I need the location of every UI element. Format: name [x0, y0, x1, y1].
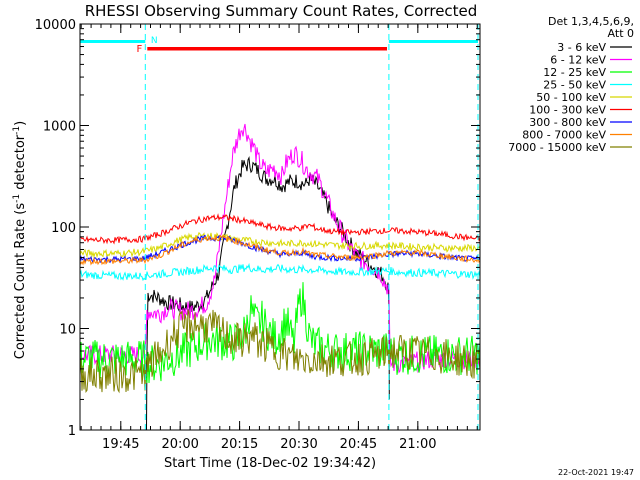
- y-tick-label: 1: [68, 424, 76, 439]
- x-tick-label: 20:00: [161, 437, 198, 452]
- x-axis-label: Start Time (18-Dec-02 19:34:42): [164, 456, 376, 471]
- axes-layer: 1 10 100 1000 10000 19:45 20:00 20:15 20:30 20:45…: [35, 18, 481, 452]
- legend-label: 12 - 25 keV: [543, 66, 606, 79]
- flare-flag-label: F: [137, 44, 143, 55]
- x-tick-label: 21:00: [399, 437, 436, 452]
- legend-label: 100 - 300 keV: [529, 104, 606, 117]
- legend-label: 300 - 800 keV: [529, 116, 606, 129]
- legend-label: 6 - 12 keV: [550, 54, 606, 67]
- series-line-8: [79, 234, 481, 266]
- series-line-2: [79, 123, 481, 374]
- legend-label: 800 - 7000 keV: [522, 129, 606, 142]
- series-line-5: [79, 231, 481, 259]
- x-tick-label: 20:45: [340, 437, 377, 452]
- series-line-3: [79, 282, 481, 384]
- legend-label: 25 - 50 keV: [543, 79, 606, 92]
- y-tick-label: 100: [51, 221, 76, 236]
- flare-flag-bar: [153, 47, 387, 51]
- series-line-4: [79, 262, 481, 282]
- series-line-6: [79, 213, 481, 245]
- y-tick-label: 10: [59, 323, 76, 338]
- x-tick-label: 20:15: [221, 437, 258, 452]
- timestamp: 22-Oct-2021 19:47: [558, 468, 634, 477]
- series-layer: [79, 123, 481, 431]
- y-tick-label: 1000: [43, 120, 76, 135]
- legend-header-detectors: Det 1,3,4,5,6,9,: [548, 15, 634, 28]
- legend-label: 50 - 100 keV: [536, 91, 606, 104]
- x-tick-label: 20:30: [280, 437, 317, 452]
- night-flag-label: N: [151, 36, 158, 46]
- legend-header-attenuator: Att 0: [608, 27, 634, 40]
- series-line-9: [79, 309, 481, 394]
- attenuator-bar-2: [388, 40, 478, 43]
- y-tick-label: 10000: [35, 18, 76, 33]
- flare-flag-start: [147, 47, 156, 51]
- chart-title: RHESSI Observing Summary Count Rates, Co…: [85, 2, 478, 20]
- y-axis-label: Corrected Count Rate (s-1 detector-1): [12, 121, 28, 359]
- attenuator-bar-1: [80, 40, 146, 43]
- legend-label: 3 - 6 keV: [557, 41, 606, 54]
- x-tick-label: 19:45: [102, 437, 139, 452]
- legend-label: 7000 - 15000 keV: [508, 141, 606, 154]
